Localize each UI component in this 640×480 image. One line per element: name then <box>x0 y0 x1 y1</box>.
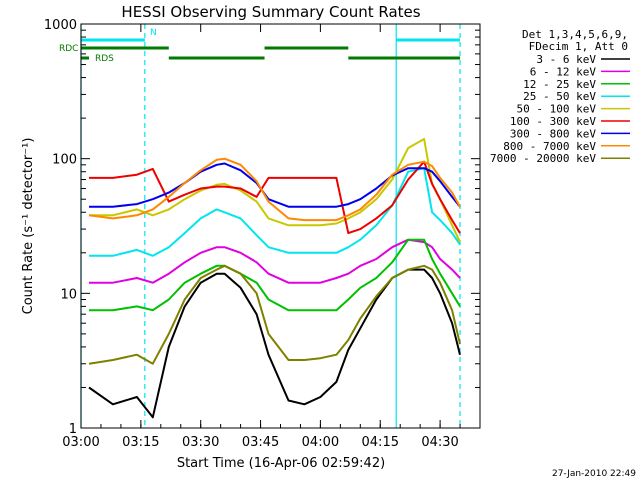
y-tick-label-3: 1000 <box>44 18 77 33</box>
series-line-6-12-kev <box>89 238 461 284</box>
x-tick-label-1: 03:15 <box>122 435 159 450</box>
series-line-12-25-kev <box>89 238 461 312</box>
y-axis-label: Count Rate (s⁻¹ detector⁻¹) <box>21 138 36 315</box>
series-line-7000-20000-kev <box>88 264 461 365</box>
x-tick-label-5: 04:15 <box>362 435 399 450</box>
series-line-300-800-kev <box>89 162 461 208</box>
legend-label: 12 - 25 keV <box>523 78 596 91</box>
legend-label: 50 - 100 keV <box>517 103 597 116</box>
series-line-3-6-kev <box>88 268 461 419</box>
legend-label: 300 - 800 keV <box>510 127 596 140</box>
legend-header-line: Det 1,3,4,5,6,9, <box>522 28 628 41</box>
y-tick-label-0: 1 <box>69 422 77 437</box>
series-line-800-7000-kev <box>88 157 461 222</box>
legend-label: 7000 - 20000 keV <box>490 152 596 165</box>
y-tick-label-2: 100 <box>52 153 77 168</box>
legend-header-line: FDecim 1, Att 0 <box>529 40 628 53</box>
timestamp: 27-Jan-2010 22:49 <box>552 469 636 479</box>
y-tick-label-1: 10 <box>60 287 77 302</box>
flag-label-n: N <box>150 28 157 38</box>
legend-label: 800 - 7000 keV <box>503 140 596 153</box>
legend: Det 1,3,4,5,6,9,FDecim 1, Att 03 - 6 keV… <box>490 28 630 165</box>
x-tick-label-6: 04:30 <box>421 435 458 450</box>
series-line-50-100-kev <box>89 138 461 243</box>
series-line-100-300-kev <box>89 160 461 235</box>
legend-label: 6 - 12 keV <box>530 65 597 78</box>
x-axis-label: Start Time (16-Apr-06 02:59:42) <box>177 456 385 471</box>
x-tick-label-0: 03:00 <box>62 435 99 450</box>
flag-label-rdc: RDC <box>59 44 78 54</box>
flag-label-rds: RDS <box>95 54 114 64</box>
x-tick-label-2: 03:30 <box>182 435 219 450</box>
x-tick-label-4: 04:00 <box>302 435 339 450</box>
legend-label: 25 - 50 keV <box>523 90 596 103</box>
legend-label: 3 - 6 keV <box>536 53 596 66</box>
chart-title: HESSI Observing Summary Count Rates <box>121 3 420 21</box>
x-tick-label-3: 03:45 <box>242 435 279 450</box>
legend-label: 100 - 300 keV <box>510 115 596 128</box>
